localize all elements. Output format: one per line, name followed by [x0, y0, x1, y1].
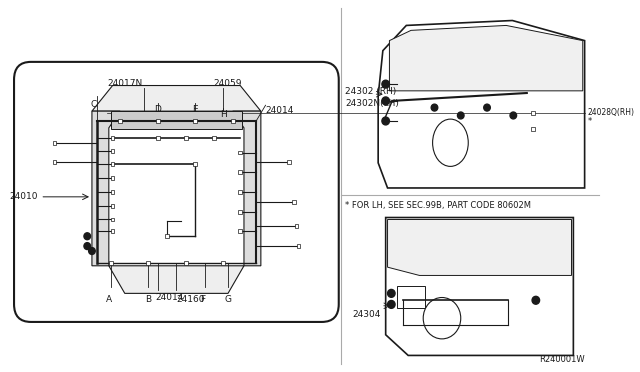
Bar — [111, 190, 115, 194]
Text: G: G — [225, 295, 232, 304]
Text: 24304: 24304 — [353, 310, 381, 319]
Bar — [231, 119, 235, 123]
Text: 24014: 24014 — [156, 294, 184, 302]
Text: *: * — [588, 118, 592, 126]
Circle shape — [510, 112, 516, 119]
Bar — [292, 200, 296, 204]
Circle shape — [89, 248, 95, 254]
Bar — [193, 119, 197, 123]
Text: F: F — [200, 295, 205, 304]
Text: C: C — [91, 100, 97, 109]
Ellipse shape — [423, 298, 461, 339]
Polygon shape — [386, 218, 573, 355]
Bar — [111, 218, 115, 221]
Bar — [109, 261, 113, 265]
Bar — [111, 204, 115, 208]
Bar — [111, 162, 115, 166]
Polygon shape — [378, 20, 584, 188]
Bar — [118, 119, 122, 123]
Circle shape — [382, 97, 389, 105]
Bar — [111, 176, 115, 180]
Circle shape — [388, 289, 395, 297]
Text: 24028Q(RH): 24028Q(RH) — [588, 108, 634, 116]
Bar — [296, 244, 300, 248]
Text: 24010: 24010 — [9, 192, 38, 201]
Circle shape — [484, 104, 490, 111]
Polygon shape — [389, 25, 583, 91]
Circle shape — [388, 301, 395, 308]
Bar — [238, 170, 242, 174]
Text: D: D — [154, 105, 161, 114]
Bar — [52, 160, 56, 164]
Bar — [238, 210, 242, 214]
Bar — [238, 151, 242, 154]
Text: B: B — [145, 295, 151, 304]
Text: 24059: 24059 — [214, 78, 243, 88]
Bar — [238, 230, 242, 233]
FancyBboxPatch shape — [14, 62, 339, 322]
Bar — [156, 136, 159, 140]
Text: R240001W: R240001W — [539, 355, 584, 365]
Ellipse shape — [433, 119, 468, 166]
Text: A: A — [106, 295, 112, 304]
Circle shape — [431, 104, 438, 111]
Text: * FOR LH, SEE SEC.99B, PART CODE 80602M: * FOR LH, SEE SEC.99B, PART CODE 80602M — [346, 201, 531, 210]
Polygon shape — [233, 111, 261, 266]
Bar — [221, 261, 225, 265]
Text: E: E — [193, 105, 198, 114]
Bar — [111, 111, 242, 129]
Bar — [111, 148, 115, 153]
Bar — [238, 190, 242, 194]
Circle shape — [382, 117, 389, 125]
Bar — [531, 127, 535, 131]
Polygon shape — [388, 219, 572, 275]
Bar — [111, 230, 115, 233]
Circle shape — [84, 233, 90, 240]
Bar — [184, 261, 188, 265]
Bar — [111, 136, 115, 140]
Bar — [193, 162, 197, 166]
Bar — [212, 136, 216, 140]
Bar — [184, 136, 188, 140]
Bar — [52, 141, 56, 145]
Bar — [531, 110, 535, 115]
Text: 24160: 24160 — [177, 295, 205, 304]
Text: 24017N: 24017N — [107, 78, 143, 88]
Bar — [397, 286, 425, 308]
Text: 24302 (RH): 24302 (RH) — [346, 87, 397, 96]
Bar — [294, 224, 298, 228]
Polygon shape — [92, 111, 120, 266]
Bar — [287, 160, 291, 164]
Text: 24302N(LH): 24302N(LH) — [346, 99, 399, 108]
Bar — [156, 119, 159, 123]
Polygon shape — [92, 86, 261, 111]
Circle shape — [84, 243, 90, 250]
Text: 24014: 24014 — [266, 106, 294, 115]
Bar — [147, 261, 150, 265]
Polygon shape — [109, 266, 244, 294]
Circle shape — [532, 296, 540, 304]
Circle shape — [382, 80, 389, 88]
Bar — [165, 234, 169, 238]
Circle shape — [458, 112, 464, 119]
Text: H: H — [220, 110, 227, 119]
